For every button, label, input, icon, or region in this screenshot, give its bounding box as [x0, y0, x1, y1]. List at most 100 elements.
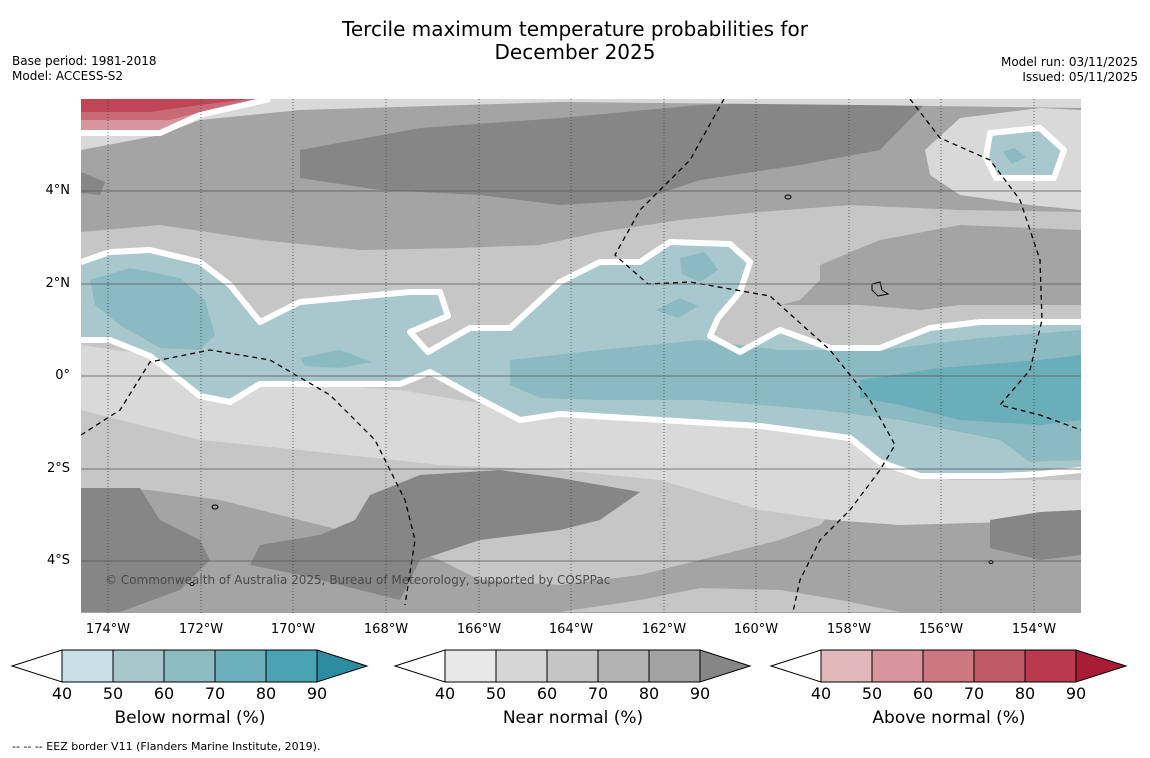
lon-label-174w: 174°W — [85, 622, 131, 637]
below-normal-mid-small — [300, 350, 372, 368]
lat-label-2n: 2°N — [45, 276, 71, 291]
colorbar-below-tick-80: 80 — [255, 684, 277, 703]
eez-borders — [81, 99, 1081, 613]
copyright-notice: © Commonwealth of Australia 2025, Bureau… — [105, 573, 611, 587]
colorbar-above-swatch-3 — [922, 649, 975, 683]
below-normal-mid-east — [510, 330, 1081, 462]
colorbar-near-normal — [393, 649, 752, 683]
lon-label-166w: 166°W — [456, 622, 502, 637]
map-title-line2: December 2025 — [494, 40, 656, 64]
colorbar-near-swatch-1 — [444, 649, 497, 683]
contour-above-normal — [81, 99, 271, 136]
colorbar-near-swatch-2 — [495, 649, 548, 683]
colorbar-near-tick-50: 50 — [485, 684, 507, 703]
probability-field — [81, 99, 1081, 613]
contour-below-normal — [81, 239, 1081, 355]
model-name: Model: ACCESS-S2 — [12, 69, 124, 83]
light-band-equator — [81, 345, 1081, 525]
colorbar-below-swatch-4 — [214, 649, 267, 683]
colorbar-above-swatch-4 — [973, 649, 1026, 683]
base-period: Base period: 1981-2018 — [12, 54, 157, 68]
below-normal-mid-west — [90, 268, 215, 350]
colorbar-above-label: Above normal (%) — [872, 708, 1026, 728]
lat-label-equator: 0° — [55, 368, 70, 383]
islands — [189, 194, 994, 586]
colorbar-below-swatch-6 — [316, 649, 369, 683]
above-normal-dark — [81, 99, 250, 112]
colorbar-below-swatch-0 — [10, 649, 63, 683]
colorbar-above-tick-40: 40 — [810, 684, 832, 703]
map-title-line1: Tercile maximum temperature probabilitie… — [342, 17, 808, 41]
colorbar-below-tick-50: 50 — [102, 684, 124, 703]
lat-label-4s: 4°S — [46, 553, 70, 568]
eez-footnote: -- -- -- EEZ border V11 (Flanders Marine… — [12, 740, 321, 753]
colorbar-below-swatch-5 — [265, 649, 318, 683]
parallels — [81, 190, 1081, 562]
eez-border-center — [614, 99, 896, 613]
eez-border-west — [81, 349, 416, 606]
lon-label-154w: 154°W — [1011, 622, 1057, 637]
colorbar-near-tick-80: 80 — [638, 684, 660, 703]
colorbar-above-tick-90: 90 — [1065, 684, 1087, 703]
colorbar-near-tick-40: 40 — [434, 684, 456, 703]
dark-patch-southwest — [81, 488, 210, 612]
lon-label-160w: 160°W — [733, 622, 779, 637]
lon-label-156w: 156°W — [918, 622, 964, 637]
colorbar-below-tick-40: 40 — [51, 684, 73, 703]
colorbar-near-swatch-5 — [648, 649, 701, 683]
colorbar-above-tick-50: 50 — [861, 684, 883, 703]
colorbar-above-tick-70: 70 — [963, 684, 985, 703]
below-normal-mid-north — [680, 252, 718, 282]
base-info: Base period: 1981-2018 Model: ACCESS-S2 — [12, 54, 157, 84]
colorbar-below-tick-70: 70 — [204, 684, 226, 703]
island-2 — [784, 194, 792, 200]
colorbar-near-tick-60: 60 — [536, 684, 558, 703]
run-info: Model run: 03/11/2025 Issued: 05/11/2025 — [1001, 55, 1138, 85]
lat-label-2s: 2°S — [46, 461, 70, 476]
lon-label-172w: 172°W — [178, 622, 224, 637]
island-1 — [871, 281, 890, 297]
lon-label-170w: 170°W — [270, 622, 316, 637]
colorbar-near-label: Near normal (%) — [502, 708, 644, 728]
colorbar-below-tick-90: 90 — [306, 684, 328, 703]
lon-label-168w: 168°W — [363, 622, 409, 637]
lon-label-164w: 164°W — [548, 622, 594, 637]
island-3 — [211, 504, 219, 510]
lon-label-158w: 158°W — [826, 622, 872, 637]
colorbar-above-swatch-6 — [1075, 649, 1128, 683]
dark-band-north — [300, 99, 930, 205]
colorbar-above-tick-60: 60 — [912, 684, 934, 703]
colorbar-above-swatch-1 — [820, 649, 873, 683]
colorbar-near-swatch-0 — [393, 649, 446, 683]
dark-band-south — [250, 470, 640, 600]
colorbar-near-tick-90: 90 — [689, 684, 711, 703]
contour-below-normal-south — [81, 337, 1081, 479]
colorbar-near-swatch-6 — [699, 649, 752, 683]
colorbar-above-normal — [769, 649, 1128, 683]
colorbar-above-swatch-2 — [871, 649, 924, 683]
colorbar-below-label: Below normal (%) — [114, 708, 266, 728]
map-title: Tercile maximum temperature probabilitie… — [0, 18, 1150, 64]
island-4 — [189, 582, 195, 586]
lon-label-162w: 162°W — [641, 622, 687, 637]
colorbar-near-swatch-3 — [546, 649, 599, 683]
colorbar-above-swatch-5 — [1024, 649, 1077, 683]
colorbar-near-tick-70: 70 — [587, 684, 609, 703]
eez-border-east — [909, 99, 1081, 431]
below-normal-dark-east — [860, 355, 1081, 425]
colorbar-above-tick-80: 80 — [1014, 684, 1036, 703]
island-5 — [988, 560, 994, 564]
lat-label-4n: 4°N — [45, 183, 71, 198]
colorbar-below-swatch-1 — [61, 649, 114, 683]
below-normal-mid-north2 — [656, 298, 698, 318]
issued-date: Issued: 05/11/2025 — [1022, 70, 1138, 84]
colorbar-below-swatch-2 — [112, 649, 165, 683]
colorbar-below-normal — [10, 649, 369, 683]
light-patch-south — [560, 588, 900, 612]
below-normal-northeast — [986, 128, 1064, 178]
dark-patch-northwest — [81, 172, 105, 195]
model-run: Model run: 03/11/2025 — [1000, 55, 1138, 69]
below-normal-northeast-core — [1003, 148, 1026, 164]
dark-patch-southeast — [990, 510, 1081, 560]
